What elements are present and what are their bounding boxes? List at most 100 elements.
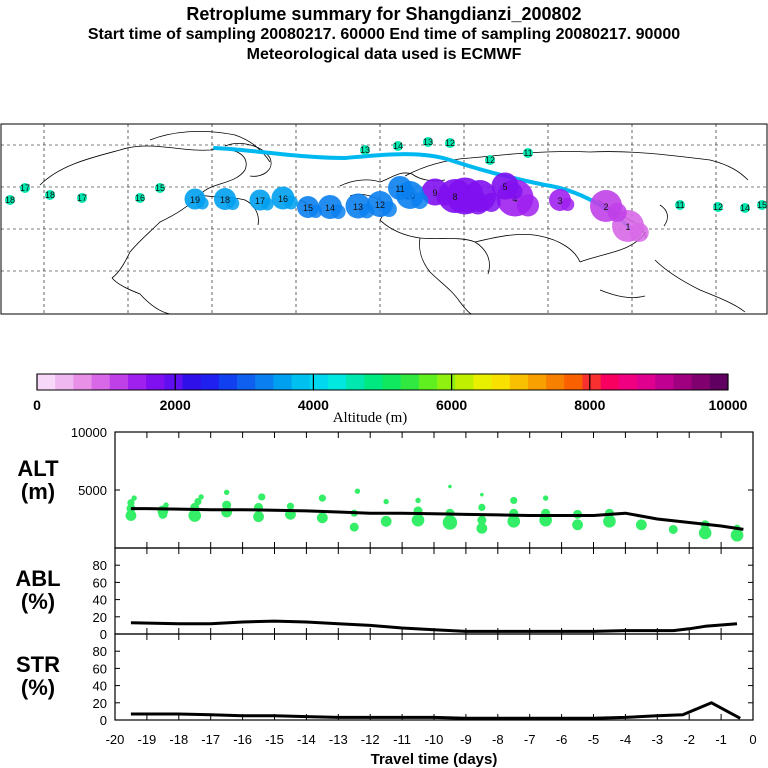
- colorbar-swatch: [182, 374, 202, 390]
- plume-day-label: 2: [603, 202, 608, 212]
- altitude-point: [507, 515, 521, 528]
- plume-particle: [675, 200, 685, 210]
- plume-day-label: 5: [502, 182, 507, 192]
- plume-day-label: 11: [675, 200, 684, 210]
- x-tick-label: -6: [556, 732, 568, 747]
- plume-day-label: 3: [557, 196, 562, 206]
- plume-day-label: 16: [135, 193, 145, 203]
- x-tick-label: -2: [683, 732, 695, 747]
- plume-cluster-blob: [561, 197, 575, 211]
- colorbar-swatch: [273, 374, 293, 390]
- y-tick-label: 0: [100, 627, 107, 642]
- x-axis-label: Travel time (days): [371, 751, 498, 768]
- colorbar-swatch: [655, 374, 674, 390]
- altitude-point: [411, 513, 425, 527]
- panel-frame: [114, 547, 754, 635]
- plume-cluster-blob: [261, 197, 274, 211]
- plume-day-label: 14: [393, 141, 403, 151]
- altitude-point: [542, 495, 549, 501]
- altitude-point: [286, 502, 295, 510]
- altitude-point: [223, 489, 230, 496]
- colorbar-tick-label: 8000: [574, 397, 605, 413]
- plume-cluster-blob: [436, 189, 453, 206]
- plume-day-label: 16: [278, 194, 288, 204]
- plume-cluster-blob: [309, 204, 323, 218]
- colorbar-tick-label: 10000: [709, 397, 748, 413]
- altitude-point: [194, 498, 202, 506]
- y-tick-label: 20: [93, 696, 107, 711]
- plume-day-label: 1: [625, 222, 630, 232]
- altitude-point: [354, 488, 361, 494]
- colorbar-swatch: [291, 374, 311, 390]
- y-tick-label: 80: [93, 558, 107, 573]
- x-tick-label: -7: [524, 732, 536, 747]
- plume-particle: [485, 155, 495, 165]
- x-tick-label: -12: [361, 732, 380, 747]
- plume-centroid-track: [213, 146, 632, 230]
- plume-day-label: 15: [303, 203, 313, 213]
- panel-frame: [114, 633, 754, 721]
- y-tick-label: 60: [93, 575, 107, 590]
- plume-day-label: 15: [155, 183, 165, 193]
- colorbar-swatch: [637, 374, 656, 390]
- x-tick-label: -10: [425, 732, 444, 747]
- altitude-point: [476, 522, 488, 534]
- panel-abl: 0 20 40 60 80 ABL(%): [15, 547, 754, 642]
- map-gridlines: [1, 124, 767, 314]
- x-tick-label: -11: [393, 732, 411, 747]
- colorbar-swatch: [200, 374, 220, 390]
- plume-day-label: 8: [452, 192, 457, 202]
- colorbar-swatch: [582, 374, 602, 390]
- altitude-point: [603, 515, 616, 528]
- plume-cluster-blob: [331, 204, 346, 219]
- colorbar-swatch: [437, 374, 456, 390]
- plume-day-label: 12: [485, 155, 495, 165]
- plume-day-label: 11: [395, 184, 404, 194]
- panel-alt: 5000 10000 ALT(m): [17, 425, 754, 549]
- altitude-point: [730, 528, 744, 542]
- plume-day-label: 17: [255, 196, 265, 206]
- plume-particle: [5, 195, 15, 205]
- x-tick-label: -5: [588, 732, 600, 747]
- series-line: [130, 507, 744, 531]
- map-frame: [0, 123, 768, 315]
- colorbar-swatch: [600, 374, 620, 390]
- altitude-point: [477, 515, 487, 525]
- plume-clusters: 1234567891011121314151617181918171817161…: [5, 137, 767, 242]
- colorbar-swatch: [346, 374, 365, 390]
- colorbar-swatch: [327, 374, 347, 390]
- colorbar-swatch: [364, 374, 383, 390]
- panel-str: 0 20 40 60 80 STR(%): [16, 633, 754, 728]
- x-tick-label: -14: [297, 732, 316, 747]
- plume-particle: [135, 193, 145, 203]
- plume-day-label: 9: [432, 188, 437, 198]
- altitude-point: [478, 503, 486, 511]
- plume-day-label: 17: [77, 193, 87, 203]
- altitude-point: [383, 498, 389, 505]
- altitude-point: [442, 515, 458, 530]
- x-tick-label: -15: [265, 732, 284, 747]
- x-tick-label: -1: [715, 732, 727, 747]
- colorbar-swatch: [455, 374, 474, 390]
- plume-day-label: 12: [445, 138, 455, 148]
- plume-day-label: 19: [190, 195, 200, 205]
- altitude-point: [125, 510, 137, 521]
- colorbar-swatch: [546, 374, 565, 390]
- retroplume-map: 1234567891011121314151617181918171817161…: [0, 123, 768, 315]
- x-tick-label: -3: [652, 732, 664, 747]
- x-tick-label: 0: [749, 732, 756, 747]
- plume-day-label: 15: [757, 200, 767, 210]
- plume-particle: [77, 193, 87, 203]
- panel-frame: [114, 431, 754, 549]
- sampling-time-line: Start time of sampling 20080217. 60000 E…: [87, 26, 681, 43]
- panel-ylabel-unit: (m): [21, 479, 55, 504]
- colorbar-swatch: [309, 374, 329, 390]
- altitude-point: [127, 499, 135, 507]
- plume-day-label: 18: [220, 195, 230, 205]
- plume-particle: [713, 202, 723, 212]
- colorbar-swatch: [618, 374, 638, 390]
- colorbar-swatch: [73, 374, 93, 390]
- altitude-point: [222, 500, 232, 510]
- altitude-point: [380, 515, 392, 527]
- y-tick-label: 0: [100, 713, 107, 728]
